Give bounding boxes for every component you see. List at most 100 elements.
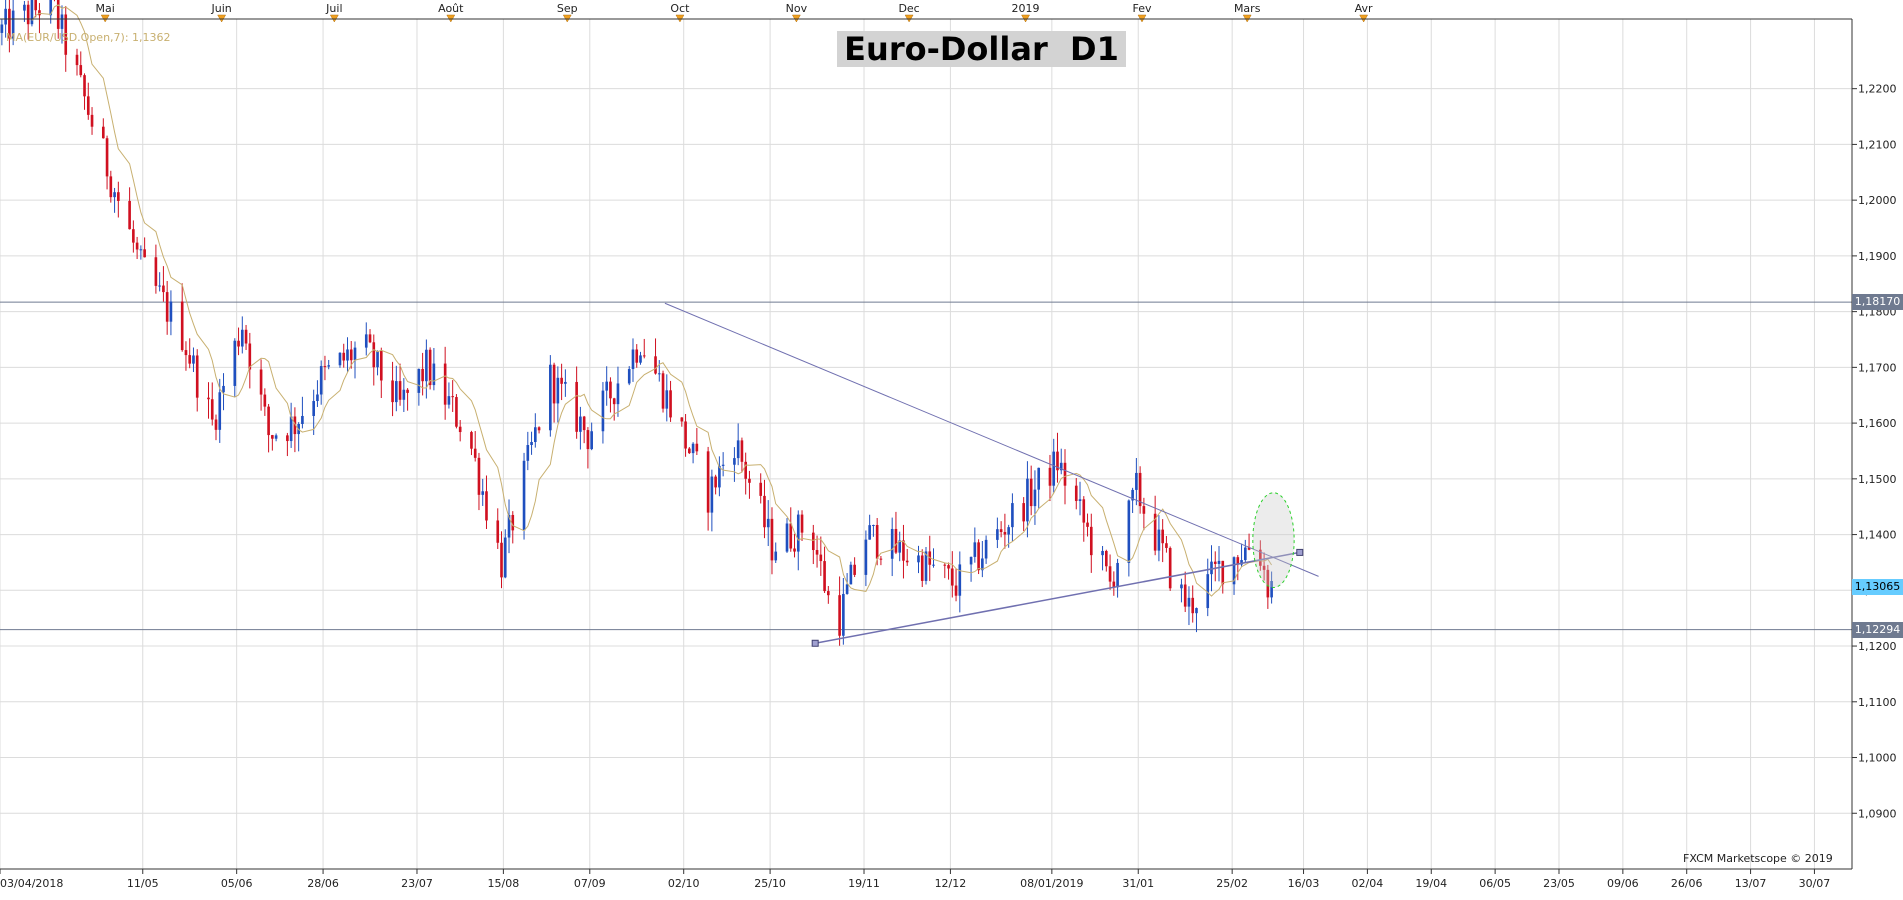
- bearish-candle: [684, 414, 687, 457]
- candle-body: [267, 406, 270, 436]
- bearish-candle: [669, 380, 672, 422]
- candle-body: [796, 514, 800, 552]
- month-label: Fev: [1132, 2, 1151, 15]
- candle-body: [819, 554, 823, 562]
- candle-body: [774, 551, 778, 561]
- bullish-candle: [1037, 467, 1041, 509]
- candle-body: [691, 443, 695, 454]
- trendline[interactable]: [664, 302, 1319, 577]
- bullish-candle: [996, 517, 999, 549]
- bearish-candle: [1138, 466, 1142, 514]
- bearish-candle: [815, 535, 819, 568]
- candle-body: [1033, 489, 1037, 507]
- candle-body: [481, 491, 485, 495]
- bearish-candle: [612, 397, 616, 421]
- candle-body: [113, 192, 116, 198]
- candle-body: [470, 432, 473, 449]
- candle-body: [688, 448, 691, 454]
- candle-body: [823, 561, 826, 592]
- bullish-candle: [605, 366, 609, 406]
- bullish-candle: [984, 535, 988, 564]
- trendline-handle[interactable]: [811, 639, 819, 647]
- bearish-candle: [188, 338, 192, 369]
- candle-body: [789, 523, 793, 549]
- candle-body: [522, 460, 526, 531]
- candle-body: [766, 518, 770, 528]
- bullish-candle: [530, 431, 533, 455]
- candle-body: [1089, 526, 1093, 556]
- candle-body: [811, 532, 815, 551]
- price-tick-label: 1,1900: [1858, 250, 1897, 263]
- bullish-candle: [49, 0, 53, 24]
- bearish-candle: [75, 48, 79, 76]
- candle-body: [105, 138, 109, 177]
- credit-label: FXCM Marketscope © 2019: [1683, 852, 1833, 865]
- bullish-candle: [23, 0, 26, 22]
- candle-body: [368, 334, 372, 343]
- bullish-candle: [447, 382, 451, 409]
- bearish-candle: [293, 407, 297, 453]
- bullish-candle: [864, 530, 868, 587]
- candle-body: [301, 415, 304, 425]
- candle-body: [1108, 566, 1112, 582]
- candle-body: [879, 558, 883, 560]
- month-label: Juin: [211, 2, 232, 15]
- bullish-candle: [1232, 556, 1236, 595]
- candle-body: [695, 443, 699, 452]
- bullish-candle: [192, 347, 195, 373]
- candle-body: [838, 595, 841, 636]
- bullish-candle: [721, 452, 725, 477]
- bullish-candle: [158, 272, 161, 292]
- candle-body: [661, 373, 665, 409]
- trendline-handle[interactable]: [1296, 548, 1304, 556]
- bearish-candle: [86, 82, 90, 120]
- candle-body: [222, 385, 225, 393]
- bullish-candle: [481, 478, 485, 506]
- bearish-candle: [101, 118, 105, 139]
- candle-body: [64, 14, 68, 55]
- bearish-candle: [477, 452, 481, 511]
- candle-body: [139, 249, 143, 251]
- bearish-candle: [372, 334, 376, 386]
- bullish-candle: [425, 339, 428, 399]
- candle-body: [1217, 560, 1221, 564]
- candle-body: [842, 593, 845, 636]
- bearish-candle: [244, 324, 248, 350]
- candle-body: [38, 10, 41, 16]
- trendline[interactable]: [815, 551, 1300, 644]
- date-tick-label: 11/05: [127, 877, 159, 890]
- ma-indicator-label: MA(EUR/USD.Open,7): 1,1362: [6, 31, 171, 44]
- date-tick-label: 30/07: [1799, 877, 1831, 890]
- candle-body: [86, 96, 90, 115]
- bullish-candle: [1243, 539, 1247, 564]
- candle-body: [83, 75, 86, 97]
- date-tick-label: 28/06: [307, 877, 339, 890]
- candle-body: [958, 564, 962, 596]
- candle-body: [612, 398, 616, 405]
- bearish-candle: [128, 187, 131, 230]
- trendlines[interactable]: [664, 302, 1319, 647]
- bullish-candle: [601, 382, 605, 444]
- bearish-candle: [368, 329, 372, 344]
- candle-body: [669, 390, 672, 418]
- candle-body: [425, 349, 428, 382]
- bearish-candle: [195, 349, 199, 412]
- bearish-candle: [180, 283, 184, 352]
- candle-body: [402, 389, 406, 400]
- candle-body: [924, 551, 928, 581]
- bullish-candle: [432, 347, 436, 391]
- candle-body: [657, 373, 661, 375]
- highlight-ellipse[interactable]: [1252, 492, 1295, 589]
- candle-body: [1259, 549, 1262, 566]
- bullish-candle: [1270, 571, 1273, 604]
- candle-body: [890, 528, 894, 559]
- candle-body: [793, 548, 796, 552]
- bearish-candle: [1105, 549, 1108, 572]
- bullish-candle: [1116, 558, 1119, 598]
- bullish-candle: [631, 338, 635, 382]
- horizontal-levels[interactable]: [0, 301, 1852, 631]
- candle-body: [293, 416, 297, 435]
- bullish-candle: [402, 378, 406, 412]
- candle-body: [364, 334, 368, 348]
